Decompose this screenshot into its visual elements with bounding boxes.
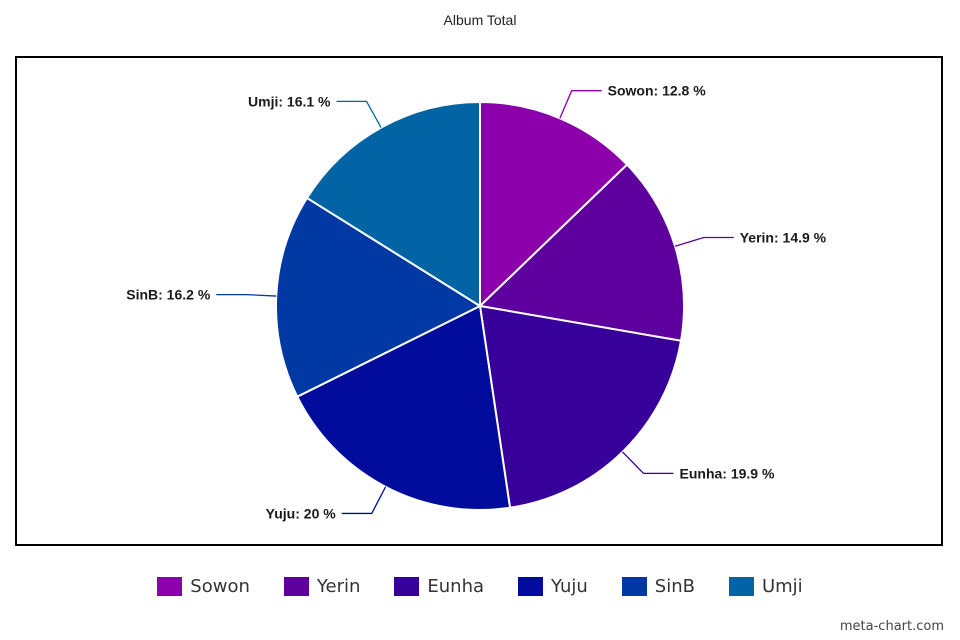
label-connector-sowon [559,90,602,119]
legend-item-umji[interactable]: Umji [728,576,803,597]
legend-item-eunha[interactable]: Eunha [394,576,484,597]
plot-frame [15,56,943,546]
legend-item-yerin[interactable]: Yerin [283,576,361,597]
slice-label-eunha: Eunha: 19.9 % [680,465,775,481]
pie-slice-eunha [478,304,683,509]
pie-slice-yerin [477,163,685,342]
label-connector-yuju [341,486,387,515]
legend-swatch [157,577,183,596]
legend-label: Eunha [427,576,485,597]
slice-label-yerin: Yerin: 14.9 % [740,229,827,245]
slice-label-sowon: Sowon: 12.8 % [608,83,707,99]
chart-title: Album Total [443,12,517,28]
legend-swatch [728,577,754,596]
legend-label: SinB [654,576,695,597]
legend-label: Yuju [551,576,588,597]
legend: Sowon Yerin Eunha Yuju SinB Umji [0,576,960,597]
legend-item-yuju[interactable]: Yuju [518,576,588,597]
label-connector-umji [336,100,382,128]
slice-label-umji: Umji: 16.1 % [248,93,331,109]
watermark: meta-chart.com [839,619,944,634]
legend-item-sowon[interactable]: Sowon [157,576,250,597]
legend-swatch [518,577,544,596]
legend-swatch [394,577,420,596]
label-connector-eunha [622,451,674,475]
legend-label: Yerin [316,576,361,597]
label-connector-sinb [216,293,277,297]
label-connector-yerin [674,236,734,247]
legend-swatch [283,577,309,596]
legend-label: Umji [761,576,803,597]
slice-label-sinb: SinB: 16.2 % [126,287,211,303]
legend-swatch [621,577,647,596]
slice-label-yuju: Yuju: 20 % [266,505,337,521]
legend-label: Sowon [190,576,250,597]
legend-item-sinb[interactable]: SinB [621,576,695,597]
